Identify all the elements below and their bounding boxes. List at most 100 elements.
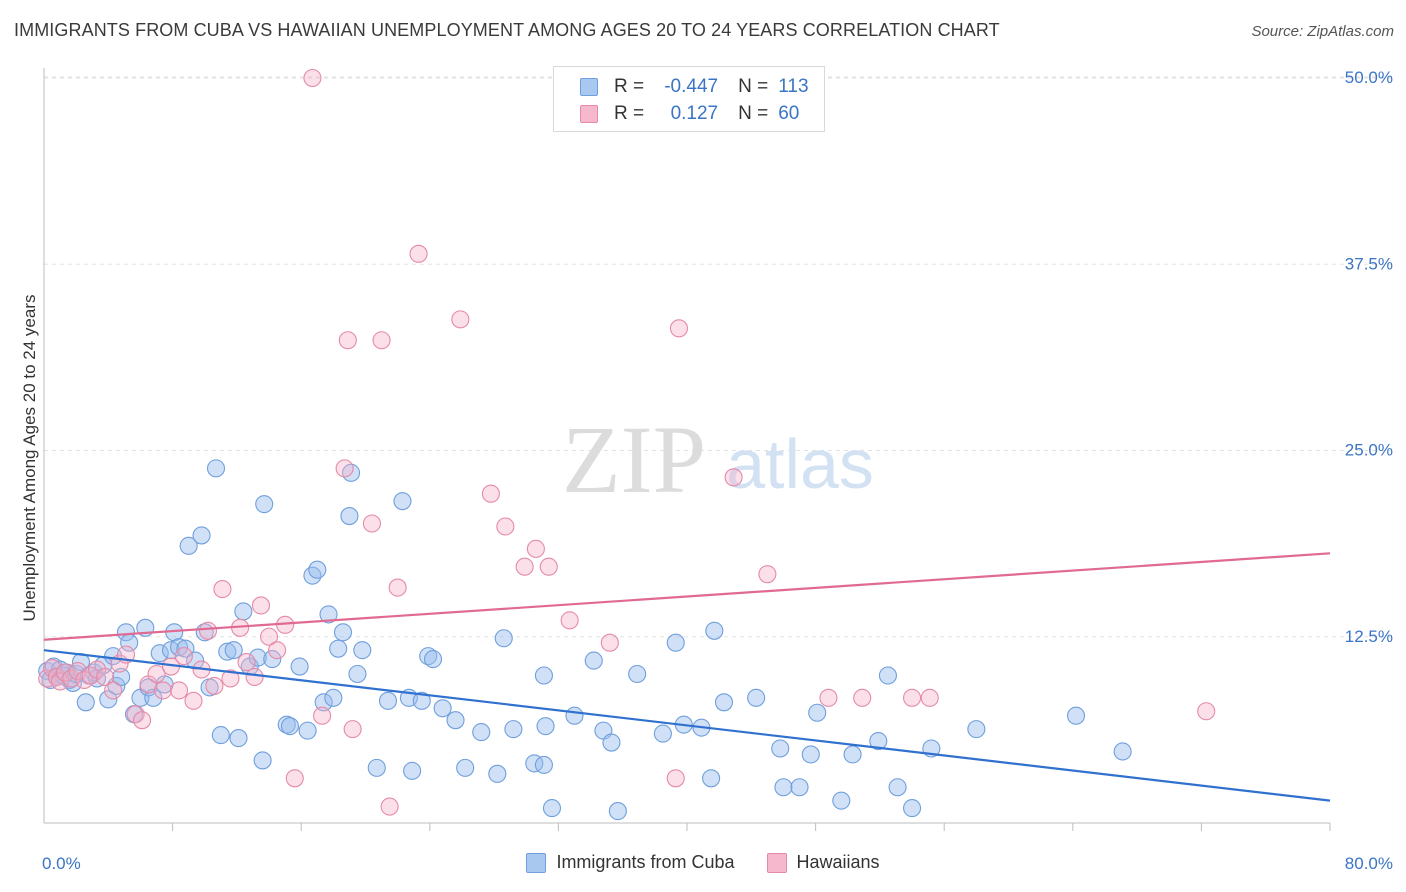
data-point-cuba (666, 633, 685, 652)
x-tick-labels: 0.0% 80.0% (42, 854, 1393, 873)
data-point-cuba (584, 651, 603, 670)
data-point-hawaiians (338, 331, 357, 350)
data-point-cuba (714, 693, 734, 712)
legend-item-cuba[interactable]: Immigrants from Cuba (526, 852, 735, 873)
legend-label-cuba: Immigrants from Cuba (556, 852, 735, 872)
data-point-cuba (263, 650, 282, 669)
data-point-hawaiians (303, 68, 322, 88)
data-point-cuba (192, 526, 211, 545)
data-point-cuba (179, 536, 198, 555)
data-point-hawaiians (481, 484, 500, 503)
data-point-cuba (353, 641, 372, 660)
data-point-cuba (348, 664, 367, 684)
data-point-cuba (790, 778, 809, 797)
data-point-hawaiians (600, 633, 619, 652)
data-point-hawaiians (205, 676, 224, 695)
data-point-hawaiians (853, 688, 872, 707)
data-point-hawaiians (902, 688, 922, 707)
watermark-zip: ZIP (562, 406, 706, 513)
data-point-hawaiians (153, 681, 173, 700)
data-point-cuba (378, 691, 398, 710)
data-point-cuba (433, 699, 452, 718)
data-point-cuba (419, 647, 438, 666)
trend-lines (43, 552, 1331, 802)
data-point-hawaiians (245, 667, 264, 687)
legend-row-cuba: R = -0.447 N = 113 (580, 75, 809, 99)
data-point-cuba (771, 739, 790, 758)
x-tick-label: 80.0% (1345, 854, 1393, 873)
r-value-hawaiians: 0.127 (670, 103, 719, 124)
y-tick-labels: 12.5% 25.0% 37.5% 50.0% (1345, 68, 1393, 646)
data-point-cuba (403, 761, 422, 780)
data-point-hawaiians (147, 664, 166, 684)
legend-swatch-hawaiians (766, 852, 787, 873)
data-point-hawaiians (259, 627, 279, 646)
data-point-hawaiians (96, 667, 115, 687)
y-tick-label: 25.0% (1345, 441, 1393, 460)
data-point-hawaiians (268, 641, 287, 660)
data-point-hawaiians (515, 557, 534, 576)
data-point-cuba (608, 802, 627, 821)
data-point-cuba (206, 459, 226, 478)
y-tick-label: 12.5% (1345, 627, 1393, 646)
legend-item-hawaiians[interactable]: Hawaiians (766, 852, 880, 873)
data-point-cuba (290, 657, 309, 676)
data-point-hawaiians (343, 720, 362, 739)
data-point-cuba (150, 644, 169, 663)
data-point-cuba (446, 711, 465, 730)
data-point-cuba (472, 723, 491, 742)
data-point-cuba (303, 566, 322, 585)
data-point-cuba (747, 688, 766, 707)
data-point-cuba (843, 745, 862, 764)
data-point-cuba (808, 703, 827, 722)
data-point-cuba (333, 623, 353, 642)
data-point-hawaiians (920, 688, 939, 707)
data-point-cuba (367, 758, 386, 777)
data-point-cuba (832, 791, 851, 810)
data-point-cuba (504, 720, 523, 739)
data-point-cuba (888, 778, 907, 797)
data-point-cuba (308, 560, 327, 579)
data-point-hawaiians (285, 769, 304, 788)
r-label: R = (614, 76, 645, 97)
watermark: ZIP atlas (562, 406, 874, 513)
data-point-hawaiians (104, 681, 123, 700)
data-point-cuba (169, 638, 189, 657)
chart-title: IMMIGRANTS FROM CUBA VS HAWAIIAN UNEMPLO… (14, 20, 1000, 40)
data-point-cuba (456, 758, 475, 777)
data-point-cuba (218, 642, 237, 661)
data-point-cuba (393, 492, 412, 511)
data-point-cuba (314, 693, 333, 712)
data-point-cuba (211, 726, 230, 745)
data-point-cuba (536, 717, 555, 736)
data-point-hawaiians (174, 647, 193, 666)
data-point-hawaiians (1197, 702, 1216, 721)
series-legend: Immigrants from Cuba Hawaiians (0, 852, 1406, 873)
data-point-cuba (653, 724, 672, 743)
data-point-cuba (602, 733, 621, 752)
legend-label-hawaiians: Hawaiians (796, 852, 880, 872)
data-point-cuba (565, 706, 584, 725)
data-point-cuba (116, 623, 136, 642)
data-point-hawaiians (451, 310, 470, 329)
data-point-cuba (280, 717, 299, 736)
data-point-hawaiians (237, 653, 256, 672)
data-point-hawaiians (221, 669, 240, 688)
data-point-cuba (702, 769, 721, 788)
legend-swatch-hawaiians (580, 105, 598, 123)
n-label: N = (738, 76, 769, 97)
data-point-hawaiians (666, 769, 685, 788)
data-point-hawaiians (380, 797, 399, 816)
source-label: Source: ZipAtlas.com (1251, 23, 1394, 40)
x-tick-label: 0.0% (42, 854, 81, 873)
data-point-cuba (319, 605, 338, 624)
data-point-cuba (967, 720, 986, 739)
data-point-cuba (1066, 706, 1086, 725)
data-point-cuba (423, 650, 443, 669)
n-label: N = (738, 103, 769, 124)
data-point-cuba (229, 729, 248, 748)
data-point-hawaiians (169, 681, 189, 700)
data-point-hawaiians (362, 514, 381, 533)
data-point-hawaiians (213, 580, 232, 599)
